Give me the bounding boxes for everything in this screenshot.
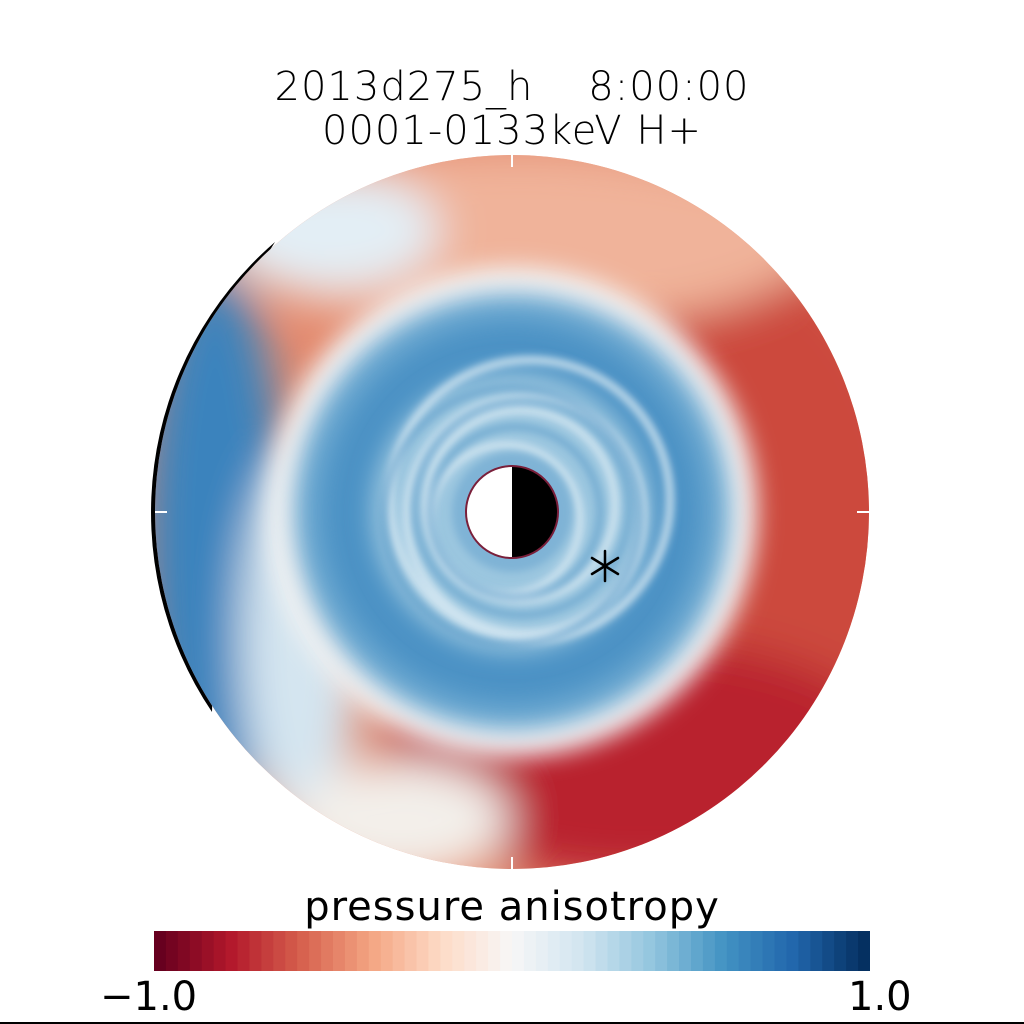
colorbar-swatch: [774, 931, 788, 971]
colorbar-swatch: [368, 931, 382, 971]
colorbar-swatch: [344, 931, 358, 971]
colorbar-swatch: [810, 931, 823, 971]
colorbar-swatch: [822, 931, 835, 971]
colorbar-swatch: [464, 931, 477, 971]
colorbar-swatch: [535, 931, 549, 971]
earth-icon: [465, 465, 559, 559]
colorbar-swatch: [392, 931, 406, 971]
colorbar-swatch: [786, 931, 799, 971]
colorbar-swatch: [726, 931, 740, 971]
colorbar-swatch: [380, 931, 394, 971]
colorbar-swatch: [321, 931, 334, 971]
colorbar-swatch: [643, 931, 656, 971]
colorbar-swatch: [261, 931, 274, 971]
colorbar-swatch: [750, 931, 764, 971]
colorbar-swatch: [691, 931, 704, 971]
colorbar-swatch: [619, 931, 632, 971]
colorbar-swatch: [512, 931, 525, 971]
colorbar-swatch: [595, 931, 609, 971]
colorbar-swatch: [858, 931, 870, 971]
colorbar-swatch: [679, 931, 692, 971]
colorbar-swatch: [201, 931, 215, 971]
colorbar-swatch: [476, 931, 489, 971]
colorbar-swatch: [762, 931, 776, 971]
colorbar-swatch: [500, 931, 513, 971]
colorbar-swatch: [607, 931, 620, 971]
colorbar-swatch: [177, 931, 191, 971]
colorbar-swatch: [488, 931, 501, 971]
colorbar-swatch: [547, 931, 561, 971]
colorbar-swatch: [237, 931, 251, 971]
colorbar-swatch: [738, 931, 752, 971]
bottom-rule: [0, 1022, 1024, 1024]
colorbar-swatch: [583, 931, 597, 971]
colorbar-swatch: [333, 931, 346, 971]
colorbar-swatch: [225, 931, 239, 971]
colorbar-swatch: [154, 931, 167, 971]
colorbar-swatch: [846, 931, 859, 971]
colorbar-swatch: [571, 931, 585, 971]
colorbar-swatch: [702, 931, 716, 971]
colorbar-label: pressure anisotropy: [304, 884, 720, 930]
colorbar-swatch: [667, 931, 680, 971]
colorbar-swatch: [273, 931, 286, 971]
colorbar-swatch: [285, 931, 298, 971]
colorbar-swatch: [452, 931, 465, 971]
colorbar-swatch: [559, 931, 573, 971]
colorbar: [154, 931, 870, 971]
colorbar-max-label: 1.0: [848, 974, 912, 1020]
colorbar-swatch: [356, 931, 370, 971]
colorbar-swatch: [213, 931, 227, 971]
colorbar-swatch: [428, 931, 441, 971]
colorbar-swatch: [249, 931, 262, 971]
colorbar-swatch: [165, 931, 179, 971]
plot-subtitle: 0001-0133keV H+: [322, 108, 702, 154]
colorbar-swatch: [523, 931, 537, 971]
colorbar-swatch: [631, 931, 644, 971]
colorbar-swatch: [440, 931, 453, 971]
colorbar-swatch: [297, 931, 310, 971]
colorbar-swatch: [189, 931, 203, 971]
plot-title: 2013d275_h 8:00:00: [274, 64, 750, 110]
colorbar-min-label: −1.0: [100, 974, 198, 1020]
axis-ticks: [155, 155, 869, 869]
colorbar-swatch: [798, 931, 811, 971]
colorbar-swatch: [309, 931, 322, 971]
colorbar-swatch: [714, 931, 728, 971]
colorbar-swatch: [834, 931, 847, 971]
colorbar-swatch: [416, 931, 430, 971]
colorbar-swatch: [655, 931, 668, 971]
colorbar-swatch: [404, 931, 418, 971]
satellite-marker-icon: [590, 549, 620, 583]
